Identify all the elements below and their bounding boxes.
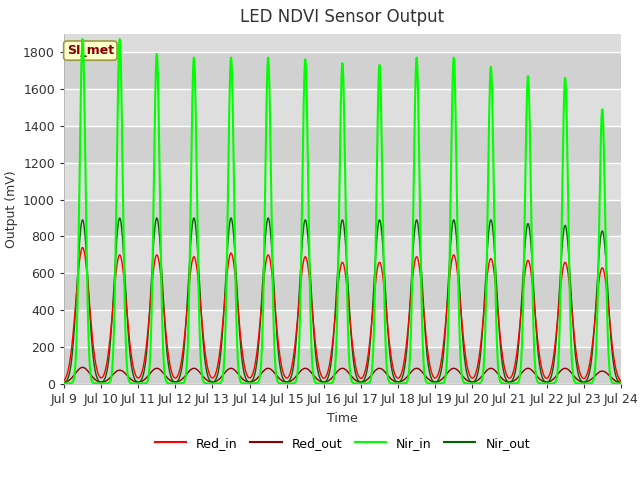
X-axis label: Time: Time [327, 411, 358, 425]
Bar [64, 52, 621, 89]
Y-axis label: Output (mV): Output (mV) [4, 170, 17, 248]
Bar [64, 163, 621, 200]
Bar [64, 200, 621, 237]
Title: LED NDVI Sensor Output: LED NDVI Sensor Output [241, 9, 444, 26]
Bar [64, 237, 621, 273]
Legend: Red_in, Red_out, Nir_in, Nir_out: Red_in, Red_out, Nir_in, Nir_out [150, 432, 535, 455]
Bar [64, 89, 621, 126]
Text: SI_met: SI_met [67, 44, 114, 57]
Bar [64, 273, 621, 310]
Bar [64, 126, 621, 163]
Bar [64, 310, 621, 347]
Bar [64, 347, 621, 384]
